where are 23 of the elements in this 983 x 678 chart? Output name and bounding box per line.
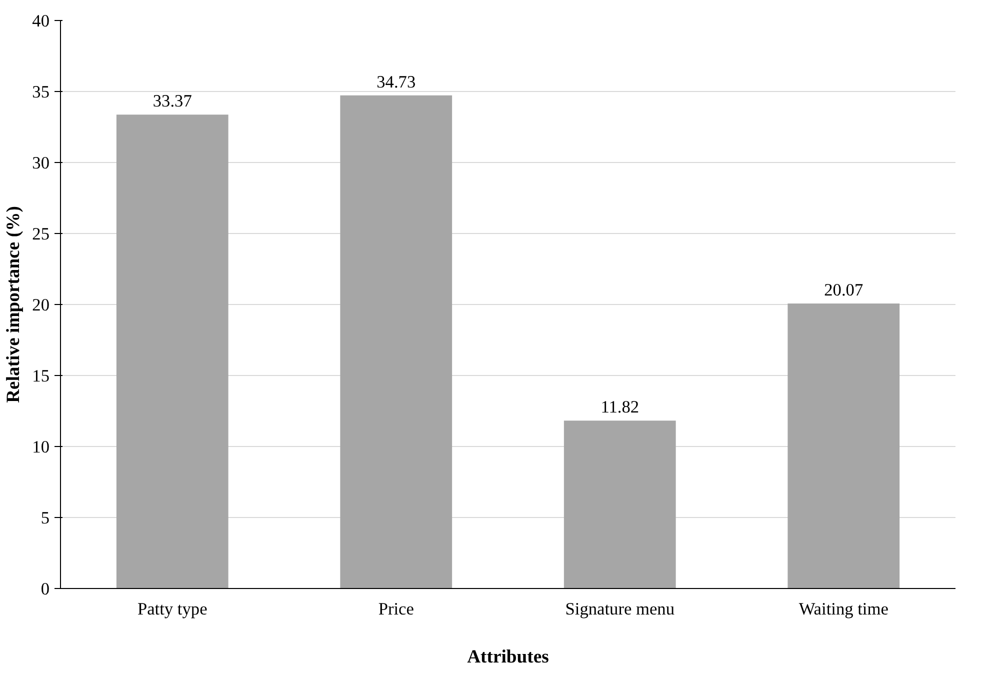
y-tick-label: 10: [32, 438, 50, 456]
x-tick-label: Waiting time: [798, 600, 889, 618]
y-tick-label: 15: [32, 366, 50, 386]
y-tick-label: 5: [40, 508, 50, 528]
x-tick-label: Price: [378, 600, 414, 618]
data-label: 34.73: [376, 72, 416, 92]
y-tick-label: 40: [32, 12, 50, 30]
bar: [564, 420, 676, 588]
y-tick-label: 0: [40, 580, 50, 598]
y-axis-title: Relative importance (%): [3, 206, 24, 403]
y-tick-label: 25: [32, 224, 50, 244]
data-label: 33.37: [152, 92, 192, 111]
y-tick-label: 30: [32, 154, 50, 172]
bar: [116, 114, 228, 588]
x-tick-label: Signature menu: [565, 600, 675, 618]
y-tick-label: 20: [32, 296, 50, 314]
y-tick-label: 35: [32, 82, 50, 102]
x-tick-label: Patty type: [137, 600, 208, 618]
bar: [340, 95, 452, 588]
bar: [788, 304, 900, 588]
data-label: 20.07: [824, 280, 864, 300]
x-axis-title: Attributes: [467, 646, 549, 668]
data-label: 11.82: [600, 398, 640, 417]
